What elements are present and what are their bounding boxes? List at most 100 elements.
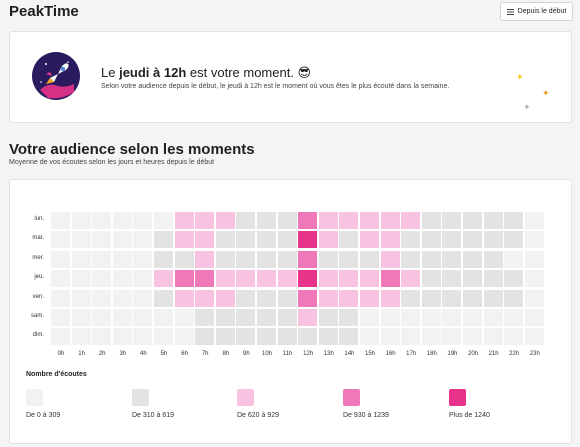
heatmap-cell[interactable] <box>195 212 215 229</box>
heatmap-cell[interactable] <box>339 289 359 307</box>
heatmap-cell[interactable] <box>154 250 173 268</box>
heatmap-cell[interactable] <box>442 289 462 307</box>
heatmap-cell[interactable] <box>339 212 359 229</box>
heatmap-cell[interactable] <box>112 250 132 268</box>
heatmap-cell[interactable] <box>380 212 400 229</box>
heatmap-cell[interactable] <box>360 212 379 229</box>
heatmap-cell[interactable] <box>236 231 256 249</box>
heatmap-cell[interactable] <box>524 250 544 268</box>
heatmap-cell[interactable] <box>339 270 359 288</box>
heatmap-cell[interactable] <box>174 212 194 229</box>
heatmap-cell[interactable] <box>112 212 132 229</box>
heatmap-cell[interactable] <box>463 231 482 249</box>
heatmap-cell[interactable] <box>360 250 379 268</box>
heatmap-cell[interactable] <box>133 250 153 268</box>
heatmap-cell[interactable] <box>174 231 194 249</box>
heatmap-cell[interactable] <box>463 309 482 326</box>
heatmap-cell[interactable] <box>524 289 544 307</box>
heatmap-cell[interactable] <box>421 212 441 229</box>
heatmap-cell[interactable] <box>504 231 524 249</box>
heatmap-cell[interactable] <box>154 309 173 326</box>
heatmap-cell[interactable] <box>257 212 276 229</box>
heatmap-cell[interactable] <box>215 289 235 307</box>
heatmap-cell[interactable] <box>92 289 112 307</box>
heatmap-cell[interactable] <box>195 328 215 346</box>
heatmap-cell[interactable] <box>236 270 256 288</box>
heatmap-cell[interactable] <box>318 212 338 229</box>
heatmap-cell[interactable] <box>442 270 462 288</box>
heatmap-cell[interactable] <box>154 212 173 229</box>
heatmap-cell[interactable] <box>236 328 256 346</box>
heatmap-cell[interactable] <box>524 270 544 288</box>
heatmap-cell[interactable] <box>154 328 173 346</box>
heatmap-cell[interactable] <box>174 250 194 268</box>
heatmap-cell[interactable] <box>257 270 276 288</box>
heatmap-cell[interactable] <box>112 270 132 288</box>
heatmap-cell[interactable] <box>318 270 338 288</box>
heatmap-cell[interactable] <box>51 250 70 268</box>
heatmap-cell[interactable] <box>483 270 503 288</box>
heatmap-cell[interactable] <box>298 289 318 307</box>
heatmap-cell[interactable] <box>421 309 441 326</box>
heatmap-cell[interactable] <box>92 231 112 249</box>
heatmap-cell[interactable] <box>133 289 153 307</box>
heatmap-cell[interactable] <box>401 328 421 346</box>
heatmap-cell[interactable] <box>401 250 421 268</box>
heatmap-cell[interactable] <box>339 328 359 346</box>
heatmap-cell[interactable] <box>504 250 524 268</box>
heatmap-cell[interactable] <box>318 309 338 326</box>
heatmap-cell[interactable] <box>442 250 462 268</box>
heatmap-cell[interactable] <box>51 328 70 346</box>
heatmap-cell[interactable] <box>339 231 359 249</box>
heatmap-cell[interactable] <box>442 231 462 249</box>
heatmap-cell[interactable] <box>257 309 276 326</box>
heatmap-cell[interactable] <box>360 309 379 326</box>
heatmap-cell[interactable] <box>92 328 112 346</box>
heatmap-cell[interactable] <box>71 212 91 229</box>
heatmap-cell[interactable] <box>318 231 338 249</box>
heatmap-cell[interactable] <box>483 250 503 268</box>
heatmap-cell[interactable] <box>504 328 524 346</box>
heatmap-cell[interactable] <box>71 289 91 307</box>
heatmap-cell[interactable] <box>92 270 112 288</box>
heatmap-cell[interactable] <box>257 250 276 268</box>
heatmap-cell[interactable] <box>277 309 297 326</box>
heatmap-cell[interactable] <box>421 289 441 307</box>
heatmap-cell[interactable] <box>92 212 112 229</box>
heatmap-cell[interactable] <box>174 309 194 326</box>
heatmap-cell[interactable] <box>524 231 544 249</box>
heatmap-cell[interactable] <box>71 309 91 326</box>
heatmap-cell[interactable] <box>71 231 91 249</box>
heatmap-cell[interactable] <box>236 212 256 229</box>
heatmap-cell[interactable] <box>524 212 544 229</box>
heatmap-cell[interactable] <box>257 231 276 249</box>
heatmap-cell[interactable] <box>318 289 338 307</box>
heatmap-cell[interactable] <box>257 328 276 346</box>
heatmap-cell[interactable] <box>71 270 91 288</box>
heatmap-cell[interactable] <box>277 289 297 307</box>
heatmap-cell[interactable] <box>504 309 524 326</box>
heatmap-cell[interactable] <box>421 231 441 249</box>
heatmap-cell[interactable] <box>318 328 338 346</box>
heatmap-cell[interactable] <box>92 250 112 268</box>
heatmap-cell[interactable] <box>215 212 235 229</box>
heatmap-cell[interactable] <box>133 309 153 326</box>
heatmap-cell[interactable] <box>360 231 379 249</box>
heatmap-cell[interactable] <box>463 270 482 288</box>
heatmap-cell[interactable] <box>524 328 544 346</box>
heatmap-cell[interactable] <box>380 328 400 346</box>
heatmap-cell[interactable] <box>51 270 70 288</box>
heatmap-cell[interactable] <box>174 328 194 346</box>
heatmap-cell[interactable] <box>463 212 482 229</box>
heatmap-cell[interactable] <box>215 250 235 268</box>
heatmap-cell[interactable] <box>174 289 194 307</box>
heatmap-cell[interactable] <box>154 231 173 249</box>
heatmap-cell[interactable] <box>195 270 215 288</box>
heatmap-cell[interactable] <box>463 250 482 268</box>
heatmap-cell[interactable] <box>380 289 400 307</box>
heatmap-cell[interactable] <box>483 231 503 249</box>
heatmap-cell[interactable] <box>421 270 441 288</box>
heatmap-cell[interactable] <box>215 231 235 249</box>
heatmap-cell[interactable] <box>380 231 400 249</box>
heatmap-cell[interactable] <box>483 309 503 326</box>
